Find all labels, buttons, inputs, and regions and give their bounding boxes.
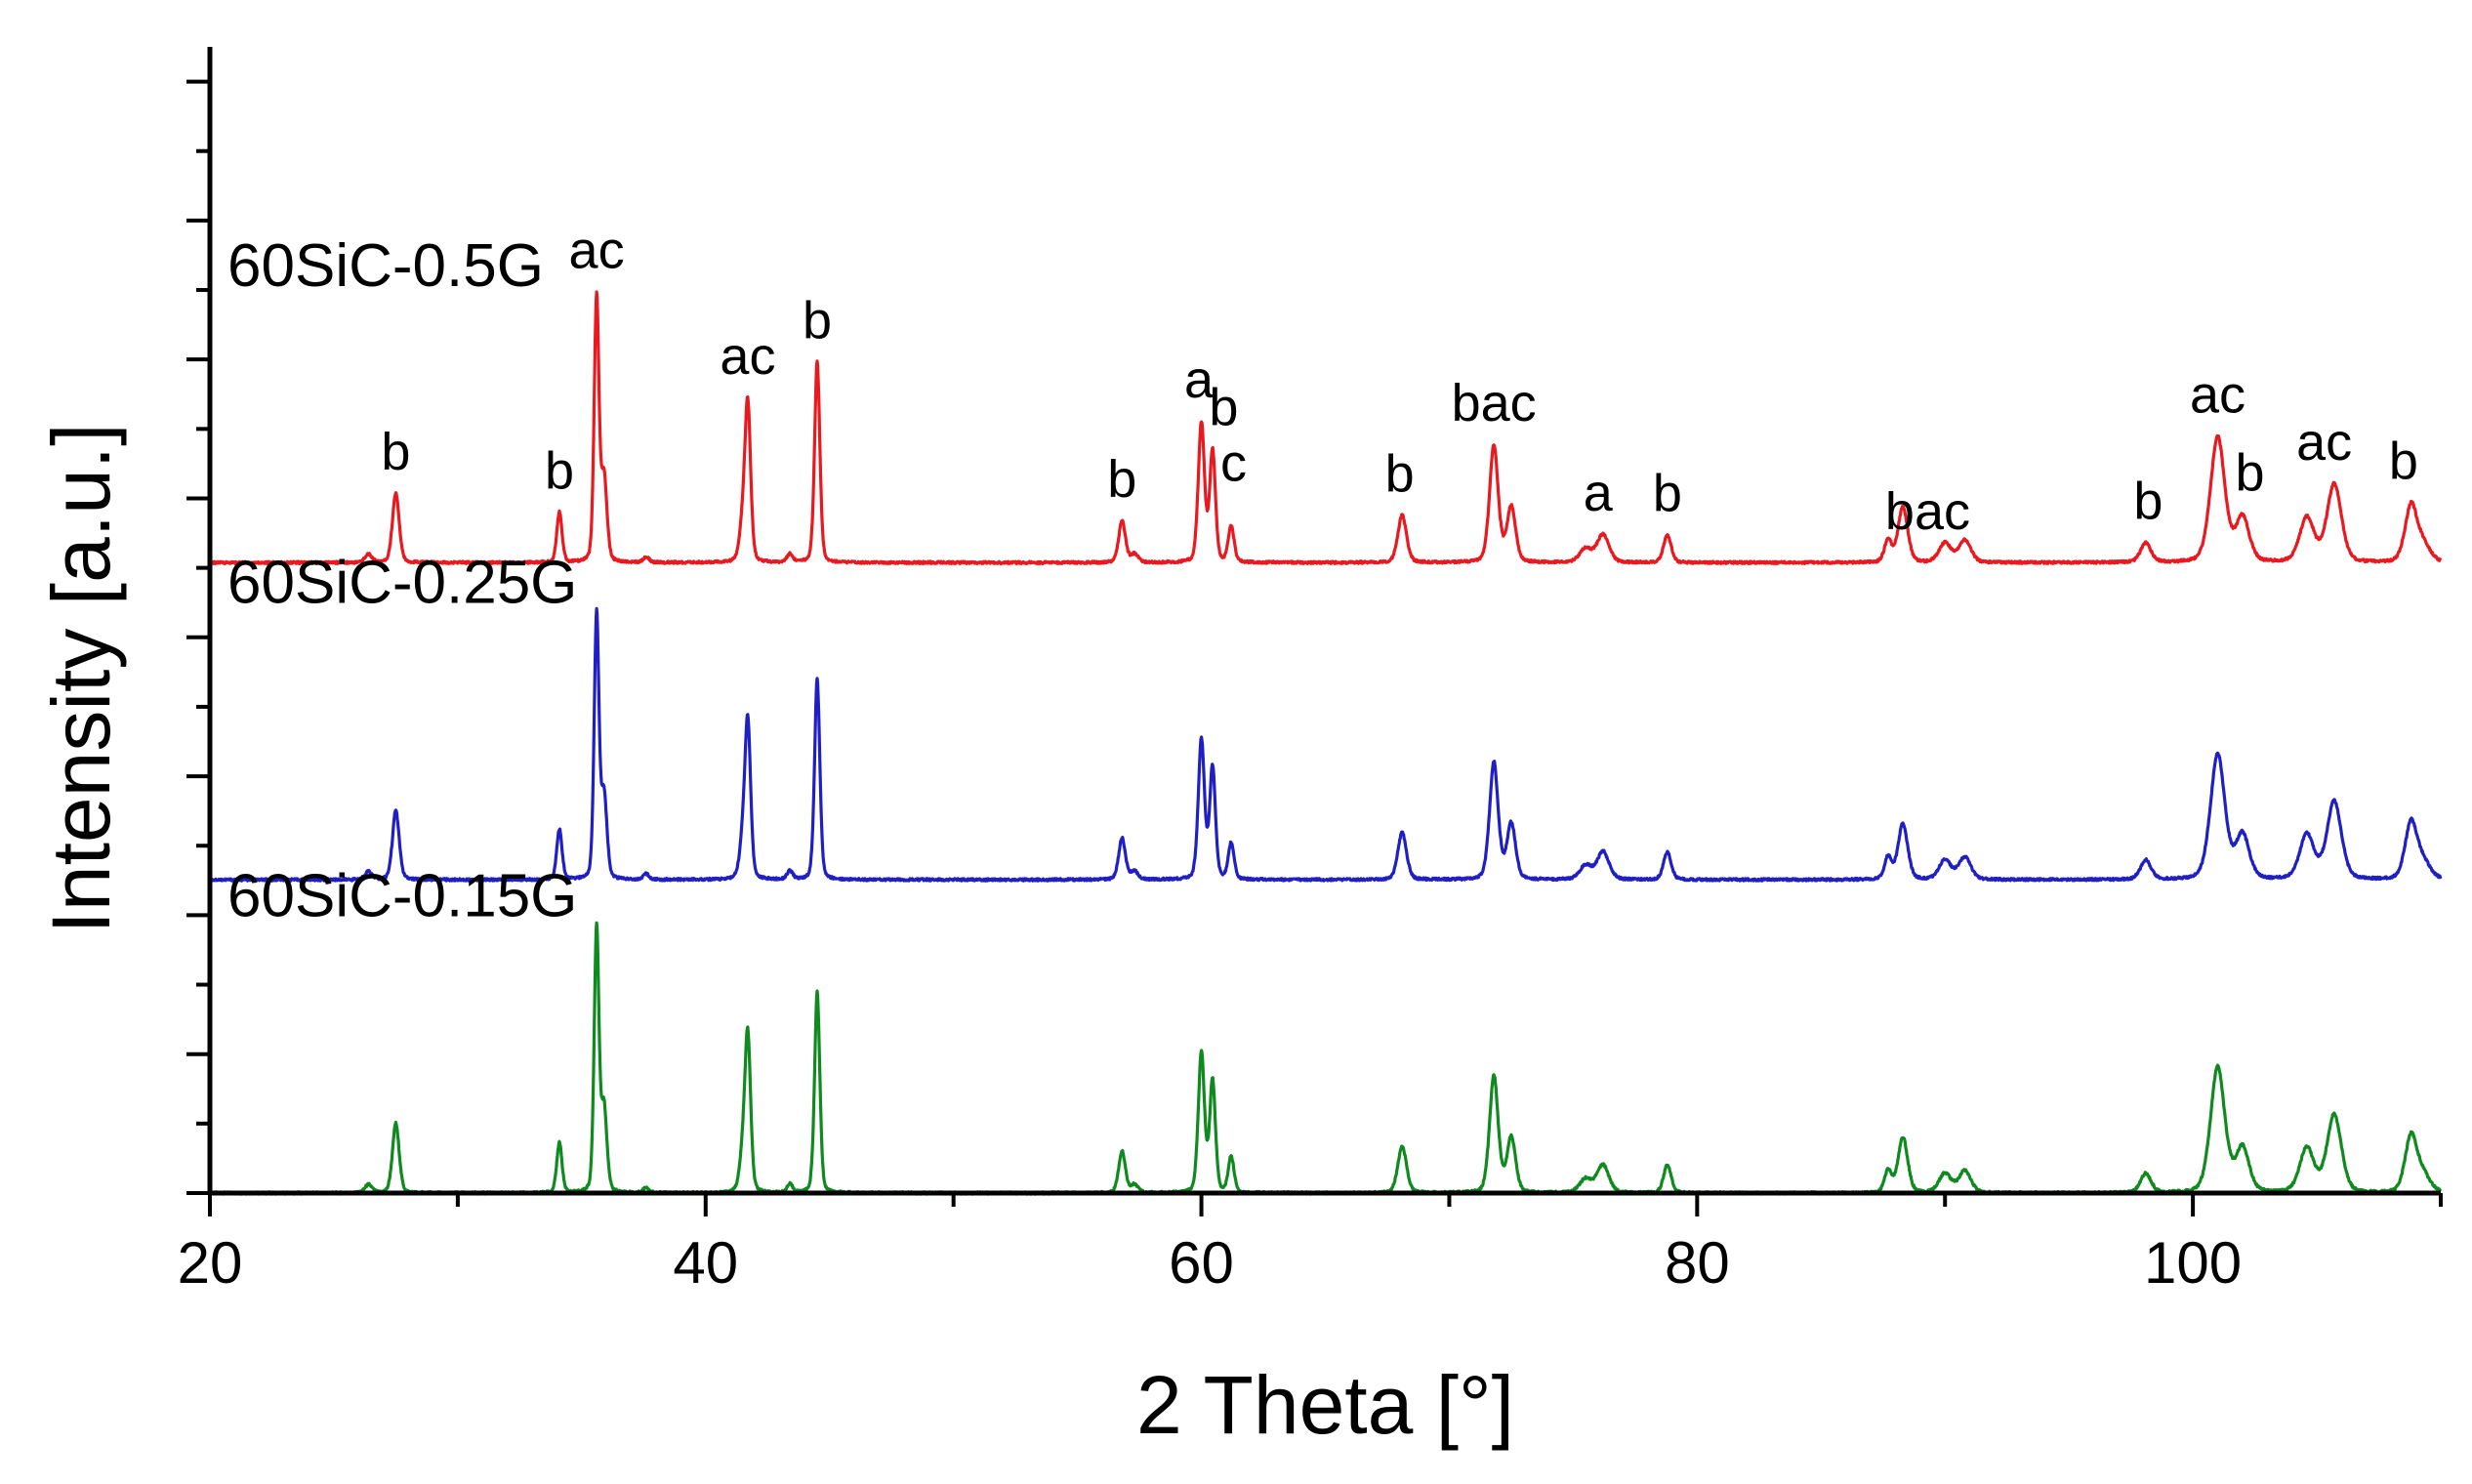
peak-label: b	[1385, 445, 1415, 504]
x-tick-label: 40	[673, 1230, 738, 1296]
peak-label: a	[1584, 464, 1614, 522]
x-tick-label: 100	[2144, 1230, 2242, 1296]
peak-label: ac	[2296, 413, 2352, 472]
peak-label: ac	[720, 327, 775, 386]
peak-label: b	[803, 291, 832, 350]
peak-label: b	[381, 423, 410, 481]
peak-label: b	[1653, 465, 1682, 523]
peak-label: bac	[1885, 482, 1970, 541]
axes-group: 20 40 60 80 100	[178, 47, 2443, 1296]
series-line-60SiC-0.25G	[208, 606, 2443, 883]
peak-label: b	[2389, 432, 2418, 490]
y-ticks	[186, 79, 210, 1195]
peak-label: b	[1107, 450, 1136, 509]
peak-label: ac	[569, 222, 625, 280]
peak-label: ac	[2190, 365, 2245, 424]
series-group	[208, 290, 2443, 1196]
peak-label: b	[545, 441, 574, 500]
series-name-label: 60SiC-0.25G	[227, 550, 577, 617]
series-line-60SiC-0.5G	[208, 290, 2443, 565]
peak-label: c	[1220, 433, 1247, 492]
series-line-60SiC-0.15G	[208, 921, 2443, 1196]
series-name-label: 60SiC-0.5G	[227, 232, 544, 300]
peak-label: b	[2133, 473, 2163, 531]
peak-label: bac	[1452, 374, 1537, 433]
x-ticks: 20 40 60 80 100	[178, 1193, 2443, 1296]
peak-label: b	[1209, 378, 1238, 436]
peak-label: b	[2235, 444, 2264, 503]
x-tick-label: 60	[1169, 1230, 1234, 1296]
x-axis-title: 2 Theta [°]	[1136, 1359, 1514, 1451]
peak-label: a	[1184, 350, 1215, 409]
series-name-label: 60SiC-0.15G	[227, 863, 577, 930]
x-tick-label: 20	[178, 1230, 243, 1296]
x-tick-label: 80	[1665, 1230, 1730, 1296]
y-axis-title: Intensity [a.u.]	[35, 424, 127, 934]
